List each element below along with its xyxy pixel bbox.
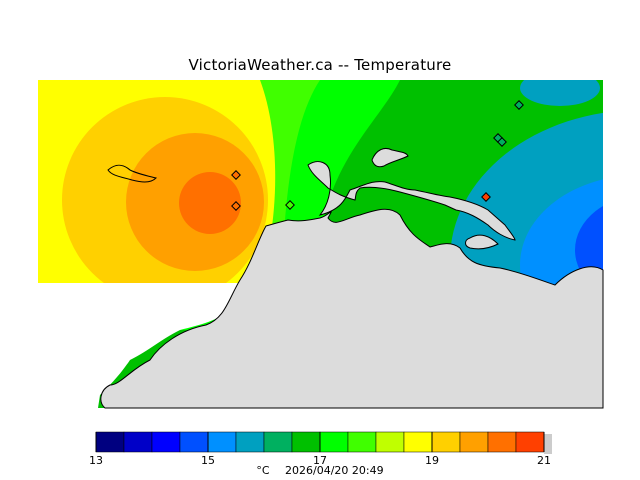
station-marker bbox=[231, 201, 241, 211]
legend-tick-label: 19 bbox=[425, 454, 439, 467]
legend-swatch bbox=[291, 431, 321, 453]
legend-swatch bbox=[487, 431, 517, 453]
peninsula-land bbox=[307, 161, 516, 241]
legend-tick-label: 13 bbox=[89, 454, 103, 467]
map-title: VictoriaWeather.ca -- Temperature bbox=[188, 56, 452, 74]
legend-swatch bbox=[375, 431, 405, 453]
legend-swatch bbox=[207, 431, 237, 453]
legend-caption: °C 2026/04/20 20:49 bbox=[0, 464, 640, 477]
legend-swatch bbox=[515, 431, 545, 453]
legend-tick-label: 21 bbox=[537, 454, 551, 467]
legend-unit: °C bbox=[256, 464, 270, 477]
legend-swatch bbox=[151, 431, 181, 453]
legend-swatch bbox=[123, 431, 153, 453]
legend-swatch bbox=[319, 431, 349, 453]
station-marker bbox=[497, 137, 507, 147]
legend-swatch bbox=[179, 431, 209, 453]
station-marker bbox=[285, 200, 295, 210]
station-markers bbox=[231, 100, 524, 211]
legend-tick-label: 17 bbox=[313, 454, 327, 467]
lake-outline bbox=[107, 164, 157, 183]
outside-area bbox=[38, 283, 237, 408]
legend-swatch bbox=[431, 431, 461, 453]
station-marker bbox=[231, 170, 241, 180]
legend-swatch bbox=[347, 431, 377, 453]
legend-timestamp: 2026/04/20 20:49 bbox=[285, 464, 384, 477]
legend-swatch bbox=[459, 431, 489, 453]
legend-swatch bbox=[235, 431, 265, 453]
station-marker bbox=[481, 192, 491, 202]
contour-cool-ne bbox=[520, 80, 600, 106]
legend-swatch bbox=[403, 431, 433, 453]
island-east bbox=[465, 234, 499, 250]
legend-swatch bbox=[263, 431, 293, 453]
island-north bbox=[371, 147, 409, 168]
legend-tick-label: 15 bbox=[201, 454, 215, 467]
legend-swatch bbox=[95, 431, 125, 453]
legend-shadow bbox=[544, 434, 552, 454]
station-marker bbox=[514, 100, 524, 110]
contour-warm-6 bbox=[179, 172, 241, 234]
